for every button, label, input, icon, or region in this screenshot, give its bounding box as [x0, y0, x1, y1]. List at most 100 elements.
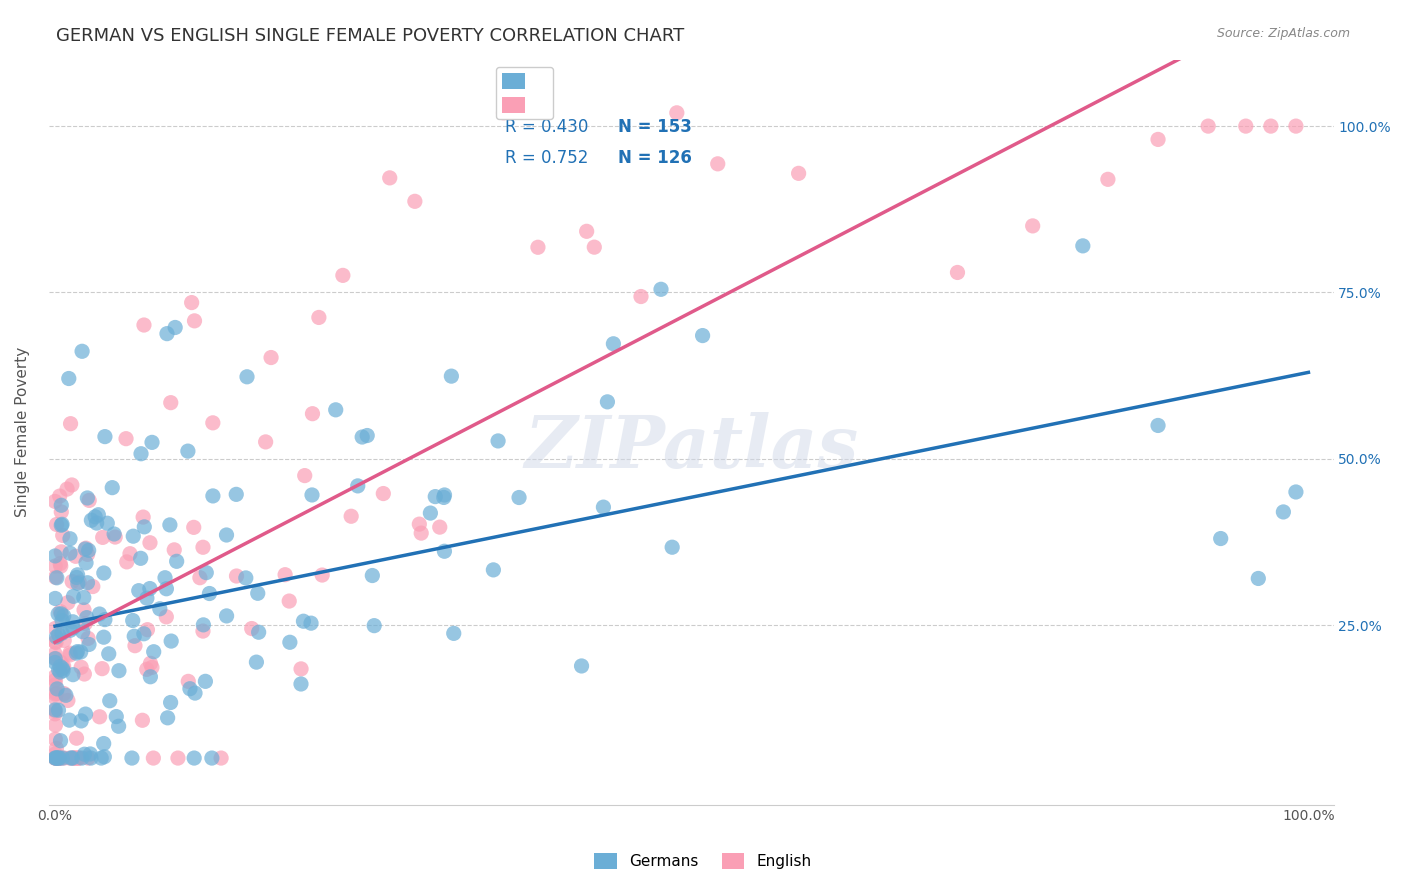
Germans	[62, 621, 84, 635]
Germans	[352, 430, 374, 444]
English	[141, 660, 163, 674]
Germans	[51, 614, 73, 628]
English	[373, 486, 395, 500]
Germans	[135, 591, 157, 606]
Germans	[153, 571, 176, 585]
Germans	[166, 554, 188, 568]
English	[46, 751, 69, 765]
Germans	[129, 551, 152, 566]
English	[76, 548, 98, 562]
Germans	[361, 568, 384, 582]
Germans	[159, 696, 181, 710]
Germans	[596, 395, 619, 409]
English	[630, 289, 652, 303]
English	[56, 482, 79, 496]
English	[45, 686, 67, 700]
English	[155, 610, 177, 624]
Germans	[51, 626, 73, 640]
English	[124, 639, 146, 653]
Germans	[48, 628, 70, 642]
Germans	[346, 479, 368, 493]
Germans	[101, 481, 124, 495]
Germans	[66, 567, 89, 582]
Germans	[51, 751, 73, 765]
English	[429, 520, 451, 534]
Germans	[44, 751, 66, 765]
Germans	[440, 369, 463, 384]
English	[1021, 219, 1043, 233]
Germans	[443, 626, 465, 640]
Germans	[225, 487, 247, 501]
Germans	[49, 733, 72, 747]
Germans	[325, 402, 347, 417]
English	[56, 693, 79, 707]
English	[77, 493, 100, 508]
English	[77, 751, 100, 765]
English	[583, 240, 606, 254]
English	[59, 646, 82, 660]
English	[45, 751, 67, 765]
Germans	[44, 591, 66, 606]
Germans	[48, 663, 70, 677]
English	[290, 662, 312, 676]
Germans	[46, 607, 69, 621]
Germans	[48, 751, 70, 765]
Germans	[49, 665, 72, 679]
Germans	[592, 500, 614, 515]
English	[180, 295, 202, 310]
Germans	[184, 686, 207, 700]
English	[51, 505, 73, 519]
English	[65, 731, 87, 746]
English	[44, 669, 66, 683]
English	[665, 105, 688, 120]
Germans	[44, 651, 66, 665]
Germans	[292, 614, 315, 628]
Germans	[62, 615, 84, 629]
English	[91, 662, 114, 676]
Germans	[194, 674, 217, 689]
Germans	[139, 670, 162, 684]
Germans	[70, 714, 93, 728]
Germans	[66, 645, 89, 659]
Germans	[62, 667, 84, 681]
Germans	[195, 566, 218, 580]
English	[82, 580, 104, 594]
English	[44, 570, 66, 584]
English	[49, 655, 72, 669]
Germans	[51, 518, 73, 533]
Germans	[75, 707, 97, 722]
English	[56, 596, 79, 610]
English	[45, 691, 67, 706]
Germans	[48, 751, 70, 765]
English	[378, 170, 401, 185]
English	[44, 751, 66, 765]
Germans	[52, 609, 75, 624]
English	[201, 416, 224, 430]
Germans	[121, 751, 143, 765]
Text: ZIPatlas: ZIPatlas	[524, 411, 858, 483]
English	[332, 268, 354, 283]
English	[49, 605, 72, 619]
English	[52, 687, 75, 701]
Text: Source: ZipAtlas.com: Source: ZipAtlas.com	[1216, 27, 1350, 40]
English	[45, 651, 67, 665]
Germans	[201, 751, 224, 765]
Germans	[1209, 532, 1232, 546]
Germans	[108, 664, 131, 678]
English	[191, 624, 214, 638]
Germans	[134, 520, 156, 534]
English	[91, 530, 114, 544]
Germans	[79, 747, 101, 761]
English	[136, 623, 159, 637]
English	[49, 557, 72, 571]
Germans	[65, 646, 87, 660]
English	[89, 710, 111, 724]
English	[49, 559, 72, 574]
Germans	[44, 549, 66, 563]
Legend: Germans, English: Germans, English	[588, 847, 818, 875]
English	[45, 751, 67, 765]
English	[787, 166, 810, 180]
Germans	[278, 635, 301, 649]
Germans	[128, 583, 150, 598]
Germans	[602, 336, 624, 351]
